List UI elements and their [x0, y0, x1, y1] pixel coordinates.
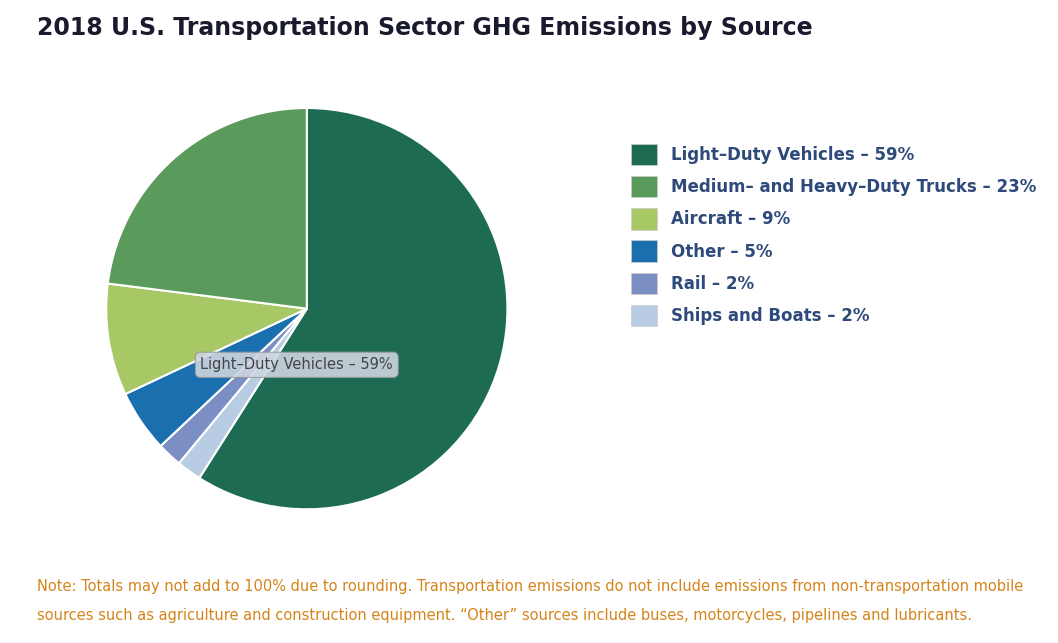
- Legend: Light–Duty Vehicles – 59%, Medium– and Heavy–Duty Trucks – 23%, Aircraft – 9%, O: Light–Duty Vehicles – 59%, Medium– and H…: [624, 137, 1043, 333]
- Wedge shape: [108, 108, 307, 309]
- Wedge shape: [161, 309, 307, 463]
- Wedge shape: [125, 309, 307, 446]
- Text: Note: Totals may not add to 100% due to rounding. Transportation emissions do no: Note: Totals may not add to 100% due to …: [37, 579, 1023, 593]
- Text: sources such as agriculture and construction equipment. “Other” sources include : sources such as agriculture and construc…: [37, 608, 972, 622]
- Text: Light–Duty Vehicles – 59%: Light–Duty Vehicles – 59%: [200, 358, 394, 372]
- Wedge shape: [199, 108, 508, 509]
- Wedge shape: [179, 309, 307, 478]
- Text: 2018 U.S. Transportation Sector GHG Emissions by Source: 2018 U.S. Transportation Sector GHG Emis…: [37, 16, 813, 40]
- Wedge shape: [106, 284, 307, 394]
